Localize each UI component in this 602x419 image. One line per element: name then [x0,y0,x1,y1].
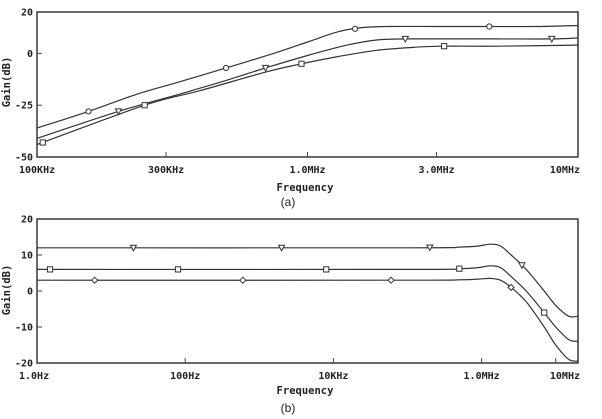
series-2-marker [46,266,54,273]
x-tick-label: 1.0MHz [289,165,325,176]
curves-b [36,243,579,362]
series-line-1 [36,243,579,318]
y-tick-labels-b: 20 10 0 -10 -20 [15,215,42,370]
series-2-marker [174,266,182,273]
x-tick-label: 300KHz [148,165,184,176]
series-2-marker [401,35,410,43]
x-tick-labels-a: 100KHz 300KHz 1.0MHz 3.0MHz 10MHz [19,152,580,176]
y-tick-label: 20 [21,215,33,226]
curves-a [36,23,579,146]
y-tick-label: 20 [21,8,33,19]
x-tick-label: 100KHz [19,165,55,176]
x-tick-label: 10MHz [550,165,580,176]
y-tick-label: 0 [27,287,33,298]
y-tick-label: -50 [15,153,33,164]
series-line-3 [36,44,579,146]
y-tick-label: -20 [15,359,33,370]
x-tick-label: 1.0Hz [19,371,49,382]
series-2-marker [547,35,556,43]
series-2-marker [323,266,330,273]
series-3-marker [90,276,99,284]
series-3-marker [387,276,395,284]
y-axis-label-b: Gain(dB) [1,265,13,316]
series-3-marker [239,276,247,284]
series-1-marker [352,25,359,32]
x-tick-label: 10KHz [318,371,348,382]
caption-b: (b) [281,401,296,415]
series-2-marker [541,309,548,316]
series-1-marker [222,64,230,72]
series-3-marker [298,60,305,67]
series-1-marker [518,262,526,270]
x-tick-label: 3.0MHz [418,165,454,176]
series-1-marker [425,244,434,252]
series-1-marker [486,23,493,30]
series-3-marker [39,139,46,146]
series-2-marker [261,64,270,72]
series-3-marker [507,283,515,292]
x-tick-label: 10MHz [550,371,580,382]
plot-frame-a [36,11,579,158]
chart-a: 200-25-50 100KHz 300KHz 1.0MHz 3.0MHz 10MHz … [1,8,580,210]
y-tick-label: -25 [15,101,33,112]
series-1-marker [129,244,138,252]
series-2-marker [114,108,123,116]
x-tick-label: 100Hz [170,371,200,382]
x-tick-labels-b: 1.0Hz 100Hz 10KHz 1.0MHz 10MHz [19,358,580,382]
series-line-2 [36,37,579,139]
chart-b: 20 10 0 -10 -20 1.0Hz 100Hz 10KHz 1.0MHz 10MHz F… [1,215,580,416]
series-2-marker [456,265,463,272]
y-tick-label: 10 [21,251,33,262]
series-line-3 [36,277,579,362]
series-3-marker [141,102,148,109]
x-tick-label: 1.0MHz [464,371,500,382]
series-line-2 [36,265,579,342]
caption-a: (a) [281,195,296,209]
x-axis-label-b: Frequency [277,385,335,397]
x-axis-label-a: Frequency [277,182,335,194]
series-3-marker [441,43,448,50]
plot-frame-b [36,218,579,364]
series-1-marker [277,244,286,252]
y-tick-label: -10 [15,323,33,334]
y-tick-label: 0 [27,49,33,60]
y-axis-label-a: Gain(dB) [1,57,13,108]
y-tick-labels-a: 20 0 -25 -50 [15,8,42,164]
series-1-marker [85,108,92,115]
series-line-1 [36,24,579,129]
